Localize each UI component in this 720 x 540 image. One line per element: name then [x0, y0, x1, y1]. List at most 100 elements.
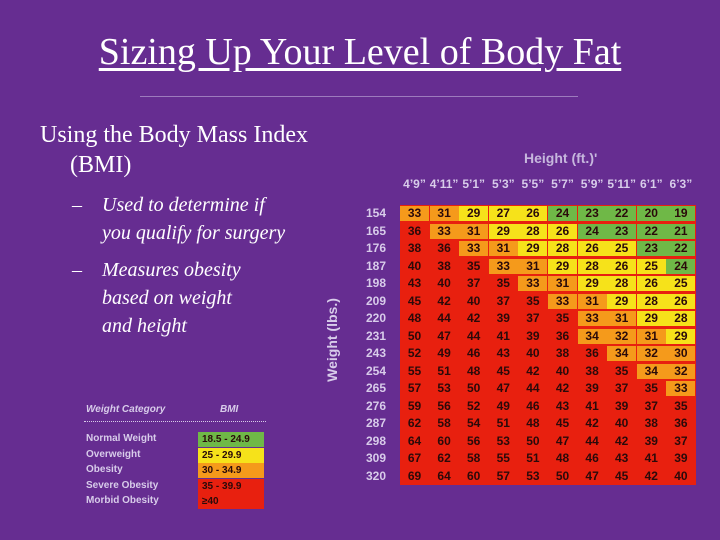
bmi-cell: 37 — [488, 293, 518, 309]
bmi-cell: 35 — [518, 293, 548, 309]
sub-bullet-1-line-1: Used to determine if — [102, 194, 265, 216]
bmi-cell: 42 — [429, 293, 459, 309]
bmi-cell: 32 — [666, 363, 696, 379]
bmi-cell: 36 — [400, 223, 429, 239]
bmi-cell: 21 — [666, 223, 696, 239]
height-label: 5’7” — [551, 177, 574, 191]
bmi-cell: 27 — [488, 206, 518, 221]
bmi-cell: 46 — [577, 451, 607, 466]
weight-label: 309 — [365, 451, 386, 465]
bmi-cell: 38 — [577, 363, 607, 379]
bmi-cell: 33 — [577, 311, 607, 326]
bmi-cell: 34 — [577, 328, 607, 344]
weight-label: 276 — [365, 398, 386, 413]
bmi-cell: 52 — [459, 398, 489, 414]
bmi-cell: 36 — [548, 328, 577, 344]
legend-category: Morbid Obesity — [86, 495, 159, 506]
bmi-cell: 58 — [459, 451, 489, 466]
bmi-cell: 62 — [400, 416, 429, 431]
bmi-cell: 33 — [548, 293, 577, 309]
bmi-cell: 38 — [429, 258, 459, 274]
bmi-cell: 50 — [548, 468, 577, 484]
weight-label: 298 — [365, 433, 386, 448]
height-label: 6’3” — [669, 177, 693, 191]
bmi-cell: 24 — [666, 258, 696, 274]
bmi-cell: 55 — [400, 363, 429, 379]
bmi-cell: 57 — [488, 468, 518, 484]
sub-bullet-surgery: – Used to determine if you qualify for s… — [72, 191, 362, 247]
bmi-cell: 36 — [666, 416, 696, 431]
bmi-cell: 31 — [518, 258, 548, 274]
bmi-cell: 31 — [548, 276, 577, 291]
bmi-cell: 42 — [636, 468, 666, 484]
bmi-cell: 40 — [607, 416, 637, 431]
bmi-cell: 34 — [636, 363, 666, 379]
bmi-cell: 43 — [607, 451, 637, 466]
bmi-cell: 30 — [666, 346, 696, 361]
bmi-cell: 26 — [577, 241, 607, 256]
dash-marker: – — [72, 259, 82, 281]
bmi-cell: 58 — [429, 416, 459, 431]
bmi-cell: 37 — [607, 381, 637, 396]
bmi-cell: 31 — [636, 328, 666, 344]
bmi-cell: 60 — [429, 433, 459, 449]
bmi-cell: 48 — [548, 451, 577, 466]
bmi-cell: 28 — [518, 223, 548, 239]
bmi-cell: 31 — [488, 241, 518, 256]
bmi-cell: 22 — [666, 241, 696, 256]
weight-label: 220 — [365, 311, 386, 325]
bmi-cell: 45 — [400, 293, 429, 309]
bmi-cell: 36 — [429, 241, 459, 256]
bmi-cell: 35 — [548, 311, 577, 326]
bmi-cell: 56 — [429, 398, 459, 414]
bmi-cell: 28 — [607, 276, 637, 291]
bmi-cell: 33 — [459, 241, 489, 256]
slide-title: Sizing Up Your Level of Body Fat — [98, 31, 622, 73]
bmi-cell: 47 — [488, 381, 518, 396]
bmi-cell: 29 — [636, 311, 666, 326]
bmi-cell: 33 — [488, 258, 518, 274]
sub-bullet-2-line-1: Measures obesity — [102, 259, 241, 281]
bmi-cell: 28 — [548, 241, 577, 256]
bmi-cell: 25 — [636, 258, 666, 274]
bmi-cell: 29 — [459, 206, 489, 221]
legend-range: 25 - 29.9 — [198, 447, 264, 463]
bmi-cell: 24 — [577, 223, 607, 239]
bmi-cell: 33 — [518, 276, 548, 291]
weight-label: 154 — [365, 206, 386, 220]
bmi-cell: 35 — [459, 258, 489, 274]
bmi-cell: 25 — [666, 276, 696, 291]
bmi-cell: 23 — [636, 241, 666, 256]
bmi-cell: 25 — [607, 241, 637, 256]
legend-range: ≥40 — [198, 494, 264, 509]
bmi-cell: 43 — [488, 346, 518, 361]
bmi-cell: 64 — [429, 468, 459, 484]
bmi-cell: 40 — [548, 363, 577, 379]
legend-range: 30 - 34.9 — [198, 463, 264, 478]
legend-category: Normal Weight — [86, 433, 157, 444]
sub-bullet-1-line-2: you qualify for surgery — [102, 222, 286, 244]
bmi-cell: 20 — [636, 206, 666, 221]
bmi-cell: 28 — [636, 293, 666, 309]
bmi-cell: 28 — [577, 258, 607, 274]
height-label: 5’9” — [580, 177, 604, 191]
bmi-cell: 32 — [607, 328, 637, 344]
bmi-cell: 50 — [459, 381, 489, 396]
height-axis-label: Height (ft.)' — [524, 150, 598, 166]
bmi-cell: 29 — [488, 223, 518, 239]
bmi-cell: 26 — [666, 293, 696, 309]
bmi-cell: 46 — [518, 398, 548, 414]
height-label: 5’11” — [607, 177, 637, 191]
height-label: 4’11” — [429, 177, 459, 191]
weight-label: 187 — [365, 258, 386, 273]
bmi-cell: 35 — [666, 398, 696, 414]
bmi-cell: 38 — [636, 416, 666, 431]
bmi-cell: 29 — [607, 293, 637, 309]
bmi-cell: 32 — [636, 346, 666, 361]
bmi-cell: 48 — [459, 363, 489, 379]
bmi-cell: 45 — [607, 468, 637, 484]
bmi-cell: 42 — [577, 416, 607, 431]
bmi-cell: 31 — [607, 311, 637, 326]
bmi-cell: 51 — [518, 451, 548, 466]
bmi-cell: 33 — [400, 206, 429, 221]
